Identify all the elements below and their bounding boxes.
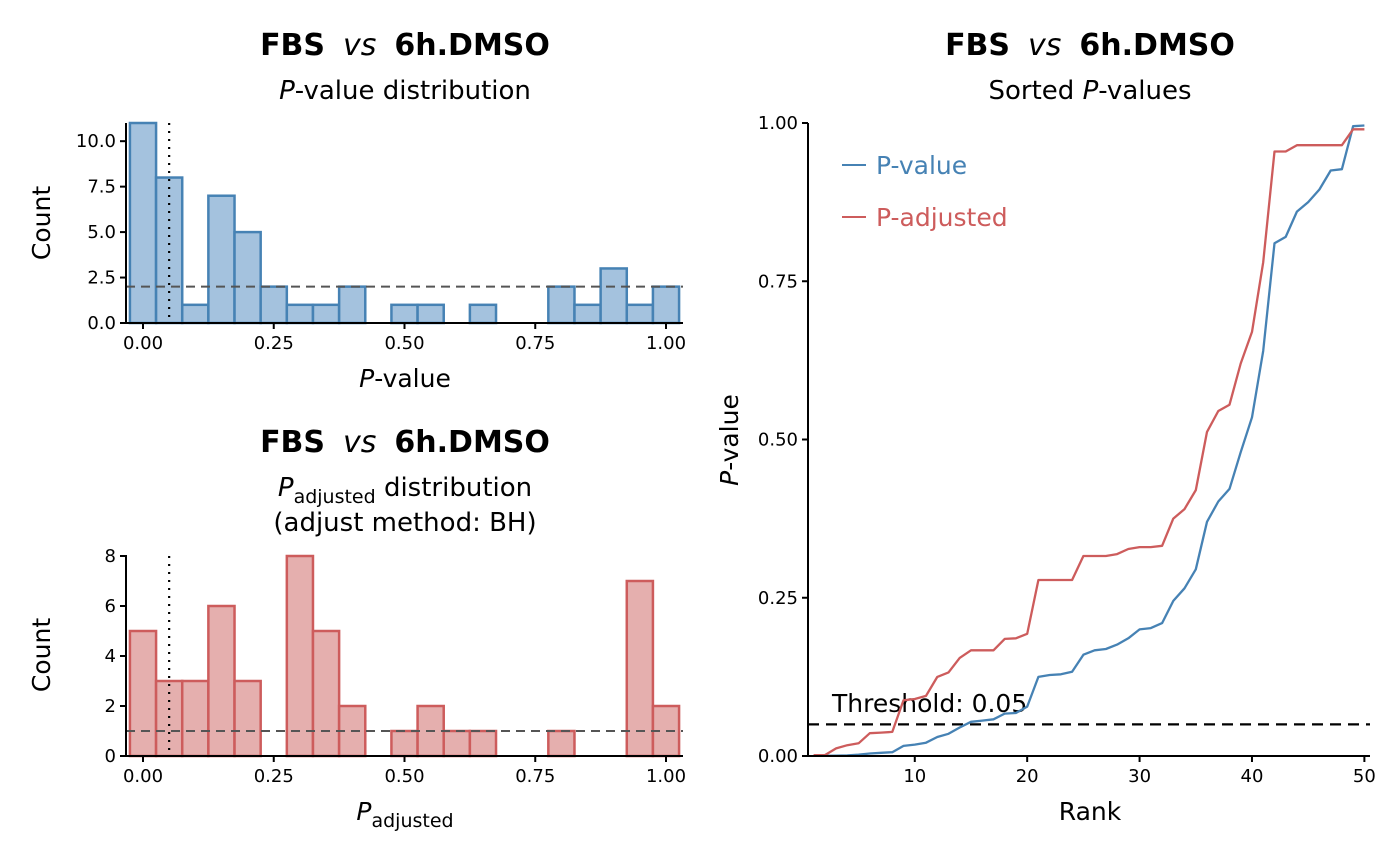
pvalue-histogram-panel: FBS vs 6h.DMSO P-value distribution 0.0 2.5… [27, 28, 686, 393]
histogram-bar [599, 267, 629, 325]
panel2-x-tick-label: 50 [1353, 766, 1376, 787]
panel0-x-tick-label: 0.50 [384, 333, 424, 354]
panel0-y-tick-label: 2.5 [87, 268, 116, 289]
panel2-y-tick-label: 0.25 [758, 588, 798, 609]
series-line-p-adjusted [813, 128, 1365, 757]
histogram-bar [128, 121, 158, 325]
panel2-x-tick-label: 40 [1241, 766, 1264, 787]
histogram-bar [180, 303, 210, 325]
panel3-subtitle: Sorted P-values [989, 76, 1192, 106]
panel3-y-ticks: 0.00 0.25 0.50 0.75 1.00 [758, 113, 808, 767]
histogram-bar [625, 303, 655, 325]
panel1-x-tick-label: 0.50 [384, 766, 424, 787]
panel3-x-axis-title: Rank [1059, 797, 1122, 826]
panel1-x-tick-label: 0.25 [254, 766, 294, 787]
panel1-title: FBS vs 6h.DMSO [260, 28, 550, 63]
panel2-subtitle: Padjusted distribution [278, 473, 532, 508]
panel1-y-tick-label: 2 [105, 696, 116, 717]
legend-label-p-adjusted: P-adjusted [876, 203, 1008, 232]
panel1-x-tick-label: 0.75 [515, 766, 555, 787]
histogram-bar [337, 285, 367, 325]
panel0-y-tick-label: 0.0 [87, 313, 116, 334]
histogram-bar [233, 230, 262, 325]
sorted-pvalues-panel: FBS vs 6h.DMSO Sorted P-values Threshold: … [715, 28, 1376, 826]
histogram-bar [311, 303, 341, 325]
histogram-bar [285, 303, 315, 325]
panel3-series-lines [813, 124, 1365, 758]
panel0-x-tick-label: 0.25 [254, 333, 294, 354]
histogram-bar [259, 285, 289, 325]
panel2-subtitle-method: (adjust method: BH) [273, 508, 536, 538]
panel1-bars [128, 121, 681, 325]
panel1-y-tick-label: 4 [105, 646, 116, 667]
panel2-title: FBS vs 6h.DMSO [260, 425, 550, 460]
histogram-bar [547, 285, 576, 325]
histogram-bar [207, 604, 236, 758]
panel2-x-tick-label: 30 [1128, 766, 1151, 787]
panel1-y-tick-label: 0 [105, 746, 116, 767]
histogram-bar [625, 579, 655, 758]
histogram-bar [442, 729, 472, 758]
panel3-legend: P-value P-adjusted [842, 151, 1008, 232]
panel1-y-tick-label: 6 [105, 596, 116, 617]
histogram-bar [468, 729, 498, 758]
panel1-x-tick-label: 1.00 [646, 766, 686, 787]
series-line-p-value [813, 124, 1365, 758]
panel1-subtitle: P-value distribution [279, 76, 531, 106]
histogram-bar [416, 303, 445, 325]
padjusted-histogram-panel: FBS vs 6h.DMSO Padjusted distribution (adj… [27, 425, 686, 832]
panel2-y-tick-label: 0.50 [758, 430, 798, 451]
panel2-x-tick-label: 20 [1016, 766, 1039, 787]
panel2-x-ticks: 0.00 0.25 0.50 0.75 1.00 [123, 756, 686, 787]
panel2-bars [128, 554, 681, 758]
panel1-y-axis-title: Count [27, 186, 56, 260]
panel3-threshold-label: Threshold: 0.05 [831, 689, 1027, 718]
panel1-x-tick-label: 0.00 [123, 766, 163, 787]
histogram-bar [154, 176, 184, 325]
panel0-y-tick-label: 5.0 [87, 222, 116, 243]
histogram-bar [468, 303, 498, 325]
histogram-bar [390, 303, 419, 325]
histogram-bar [233, 679, 262, 758]
panel0-x-tick-label: 0.75 [515, 333, 555, 354]
histogram-bar [311, 629, 341, 758]
panel1-y-ticks: 0.0 2.5 5.0 7.5 10.0 [76, 131, 126, 334]
panel2-y-tick-label: 1.00 [758, 113, 798, 134]
histogram-bar [547, 729, 576, 758]
panel1-x-ticks: 0.00 0.25 0.50 0.75 1.00 [123, 323, 686, 354]
panel0-y-tick-label: 7.5 [87, 177, 116, 198]
panel1-y-tick-label: 8 [105, 546, 116, 567]
panel0-y-tick-label: 10.0 [76, 131, 116, 152]
histogram-bar [390, 729, 419, 758]
panel2-y-tick-label: 0.75 [758, 271, 798, 292]
panel2-y-axis-title: Count [27, 618, 56, 692]
histogram-bar [573, 303, 602, 325]
panel1-x-axis-title: P-value [359, 364, 451, 393]
panel2-x-axis-title: Padjusted [356, 797, 453, 832]
histogram-bar [651, 285, 681, 325]
histogram-bar [285, 554, 315, 758]
panel3-y-axis-title: P-value [715, 394, 744, 486]
histogram-bar [180, 679, 210, 758]
panel2-x-tick-label: 10 [903, 766, 926, 787]
panel3-x-ticks: 10 20 30 40 50 [903, 756, 1376, 787]
histogram-bar [128, 629, 158, 758]
panel2-y-ticks: 0 2 4 6 8 [105, 546, 126, 767]
panel2-y-tick-label: 0.00 [758, 746, 798, 767]
histogram-bar [207, 194, 236, 325]
legend-label-p-value: P-value [876, 151, 967, 180]
panel3-title: FBS vs 6h.DMSO [945, 28, 1235, 63]
panel0-x-tick-label: 1.00 [646, 333, 686, 354]
panel0-x-tick-label: 0.00 [123, 333, 163, 354]
